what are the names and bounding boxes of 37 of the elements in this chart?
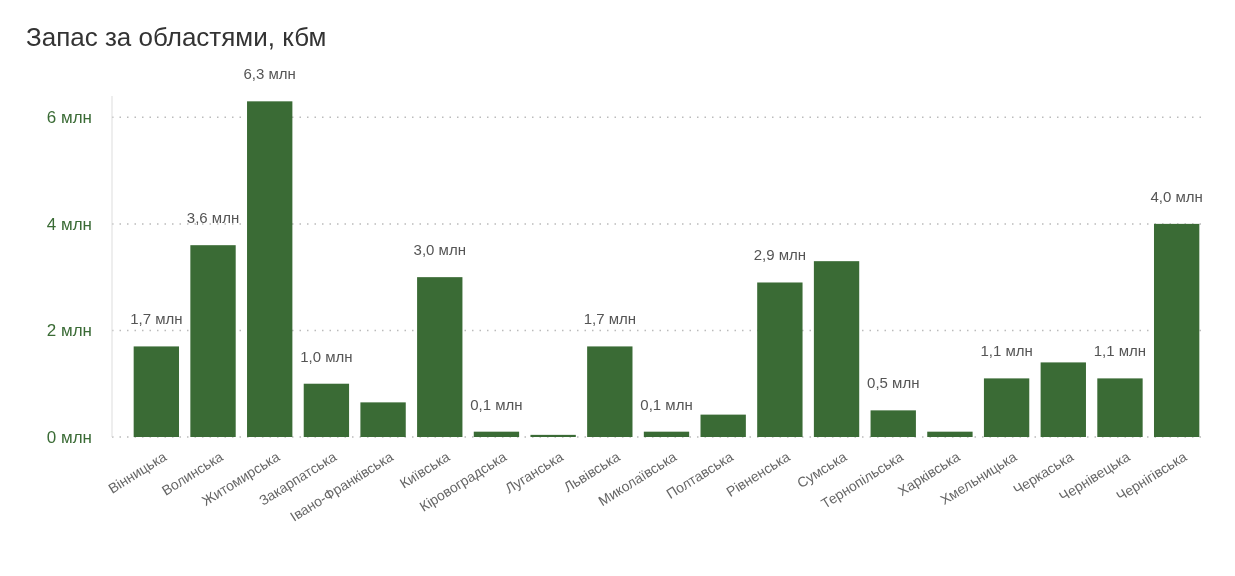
data-label: 1,7 млн [130, 310, 183, 328]
data-label: 3,6 млн [186, 209, 240, 227]
data-label: 6,3 млн [243, 65, 296, 83]
y-tick-label: 4 млн [46, 214, 92, 234]
data-label: 3,0 млн [413, 241, 466, 259]
data-label: 1,1 млн [980, 342, 1033, 360]
data-label: 1,1 млн [1093, 342, 1147, 360]
bar [1153, 223, 1200, 437]
bar [1040, 362, 1086, 437]
bar [870, 410, 916, 437]
bar [133, 346, 180, 437]
bar [360, 402, 406, 437]
bar [927, 431, 973, 437]
bar [700, 414, 746, 437]
chart-title: Запас за областями, кбм [26, 22, 327, 52]
bar [303, 383, 350, 437]
bar [983, 378, 1030, 437]
bar [587, 346, 633, 437]
y-tick-label: 2 млн [46, 321, 92, 341]
bar [530, 434, 576, 437]
bar [813, 261, 860, 437]
bar [1097, 378, 1143, 437]
bar [247, 101, 293, 437]
data-label: 1,7 млн [583, 310, 636, 328]
bar [643, 431, 690, 437]
data-label: 4,0 млн [1150, 187, 1203, 205]
data-label: 0,1 млн [640, 395, 693, 413]
bar [757, 282, 803, 437]
y-tick-label: 0 млн [46, 427, 92, 447]
y-tick-label: 6 млн [46, 108, 92, 128]
bar [473, 431, 520, 437]
data-label: 0,1 млн [470, 395, 523, 413]
bar [417, 277, 463, 437]
data-label: 1,0 млн [300, 347, 353, 365]
bar [190, 245, 236, 437]
data-label: 0,5 млн [867, 374, 920, 392]
data-label: 2,9 млн [753, 246, 807, 264]
